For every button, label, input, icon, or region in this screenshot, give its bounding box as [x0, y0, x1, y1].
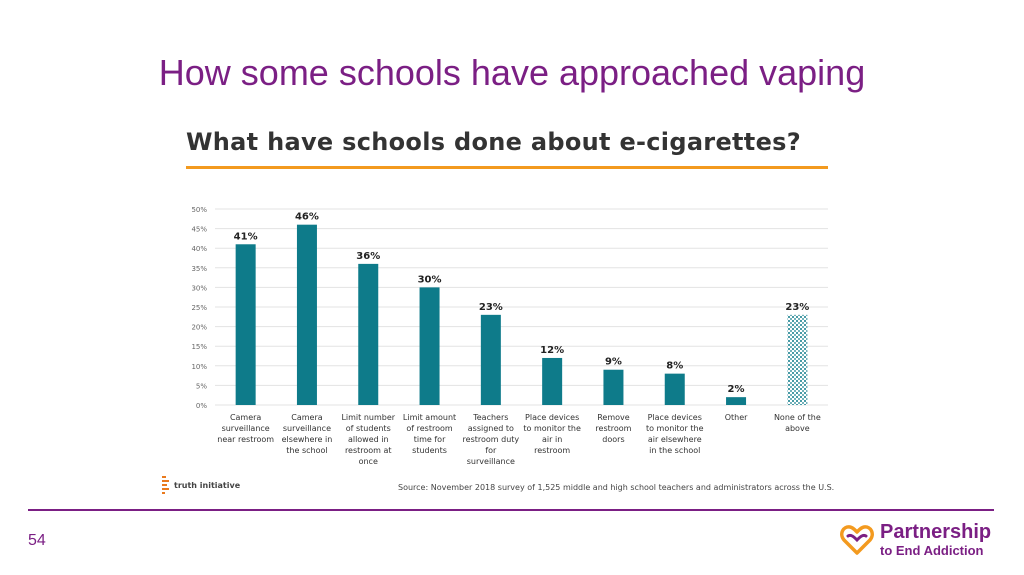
- y-tick-label: 5%: [196, 382, 207, 390]
- brand-tagline: to End Addiction: [880, 543, 984, 558]
- data-label: 23%: [785, 302, 809, 313]
- chart-title-underline: [186, 166, 828, 169]
- y-tick-label: 40%: [191, 245, 207, 253]
- x-tick-label: None of the above: [774, 413, 821, 433]
- data-label: 2%: [728, 384, 745, 395]
- data-label: 30%: [418, 274, 442, 285]
- bar: [235, 244, 256, 405]
- bar: [419, 287, 440, 405]
- x-tick-label: Teachers assigned to restroom duty for surve…: [463, 413, 520, 466]
- bar: [603, 369, 624, 405]
- truth-initiative-logo: truth initiative: [162, 476, 240, 494]
- y-tick-label: 35%: [191, 265, 207, 273]
- data-label: 36%: [356, 251, 380, 262]
- page-number: 54: [28, 532, 46, 549]
- bar: [480, 314, 501, 405]
- y-tick-label: 10%: [191, 363, 207, 371]
- brand-name: Partnership: [880, 521, 992, 543]
- x-tick-label: Place devices to monitor the air in restroo…: [523, 413, 581, 455]
- bar: [664, 373, 685, 405]
- y-tick-label: 45%: [191, 226, 207, 234]
- bar: [358, 263, 379, 405]
- bar: [726, 397, 747, 405]
- x-tick-label: Limit number of students allowed in restroo…: [341, 413, 395, 466]
- y-tick-label: 0%: [196, 402, 207, 410]
- x-tick-label: Limit amount of restroom time for students: [403, 413, 456, 455]
- logo-text: truth initiative: [174, 480, 241, 490]
- y-tick-label: 50%: [191, 206, 207, 214]
- data-label: 8%: [666, 361, 683, 372]
- bar: [296, 224, 317, 405]
- partnership-logo: Partnership to End Addiction: [840, 522, 991, 557]
- data-label: 23%: [479, 302, 503, 313]
- footer-divider: [28, 509, 994, 511]
- y-tick-label: 20%: [191, 324, 207, 332]
- data-label: 46%: [295, 212, 319, 223]
- x-tick-label: Place devices to monitor the air elsewhere…: [646, 413, 704, 455]
- truth-logo-icon: [162, 476, 170, 494]
- x-tick-label: Camera surveillance elsewhere in the school: [282, 413, 333, 455]
- data-label: 9%: [605, 357, 622, 368]
- chart-title: What have schools done about e-cigarette…: [186, 128, 801, 156]
- x-tick-label: Other: [725, 413, 748, 422]
- bar-chart: 0% 5% 10% 15% 20% 25% 30% 35% 40% 45% 50% 41% Camera…: [191, 206, 828, 466]
- x-tick-label: Camera surveillance near restroom: [217, 413, 274, 444]
- data-label: 12%: [540, 345, 564, 356]
- slide-title: How some schools have approached vaping: [158, 52, 866, 93]
- x-tick-label: Remove restroom doors: [595, 413, 631, 444]
- bar: [787, 314, 808, 405]
- heart-icon: [840, 524, 874, 555]
- y-tick-label: 25%: [191, 304, 207, 312]
- source-note: Source: November 2018 survey of 1,525 mi…: [398, 483, 835, 492]
- data-label: 41%: [234, 231, 258, 242]
- y-tick-label: 30%: [191, 284, 207, 292]
- bar: [542, 357, 563, 405]
- y-tick-label: 15%: [191, 343, 207, 351]
